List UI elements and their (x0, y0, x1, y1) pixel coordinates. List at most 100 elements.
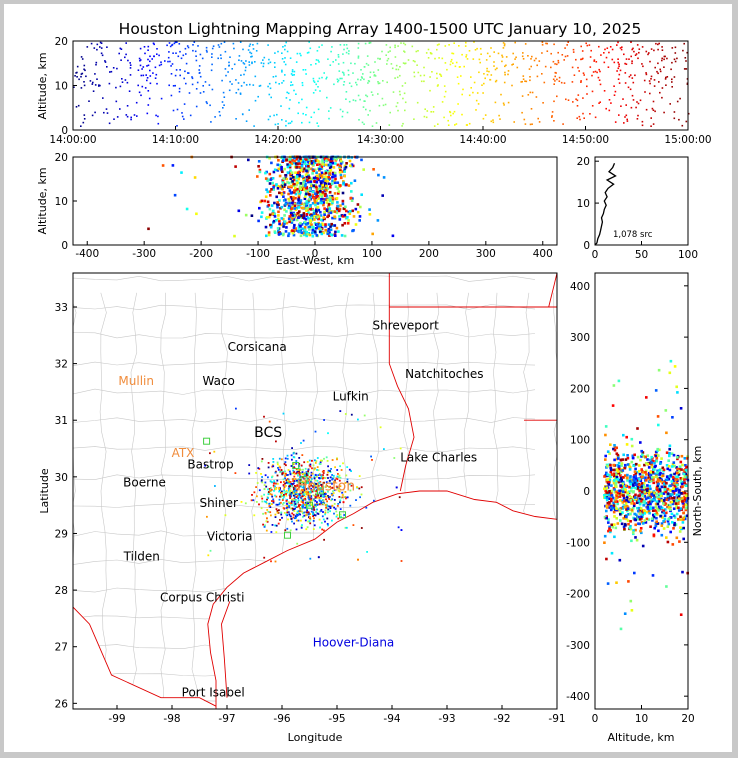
plan-view-source-point (336, 475, 339, 478)
ew-height-source-point (304, 173, 308, 176)
ns-height-source-point (652, 476, 655, 479)
ew-height-source-point (310, 177, 314, 181)
time-height-source-point (248, 64, 251, 66)
time-height-source-point (301, 98, 303, 101)
ew-height-source-point (336, 205, 340, 208)
ns-height-source-point (613, 490, 617, 494)
ew-height-source-point (325, 209, 329, 212)
ns-height-source-point (630, 508, 634, 512)
station-marker (339, 511, 346, 519)
plan-view-ytick-label: 27 (55, 642, 68, 654)
plan-view-source-point (252, 499, 255, 502)
time-height-source-point (167, 60, 169, 63)
ew-height-source-point (331, 201, 334, 205)
time-height-source-point (363, 66, 366, 68)
time-height-source-point (649, 60, 651, 63)
plan-view-source-point (339, 465, 341, 468)
ew-height-source-point (336, 207, 339, 210)
plan-view-source-point (395, 486, 398, 489)
time-height-source-point (205, 46, 208, 49)
time-height-source-point (315, 59, 318, 61)
time-height-source-point (666, 76, 669, 78)
plan-view-source-point (304, 503, 306, 506)
plan-view-source-point (329, 495, 331, 498)
ns-height-source-point (672, 482, 676, 485)
ns-height-source-point (680, 492, 683, 495)
time-height-source-point (630, 55, 632, 58)
plan-view-source-point (309, 557, 312, 560)
ns-height-source-point (665, 585, 668, 588)
ew-height-source-point (339, 173, 343, 177)
ew-height-source-point (283, 222, 286, 226)
time-height-source-point (281, 58, 284, 60)
plan-view-source-point (360, 486, 363, 489)
time-height-source-point (484, 114, 487, 116)
ew-height-source-point (195, 212, 198, 216)
ns-height-source-point (607, 493, 611, 497)
plan-view-source-point (260, 495, 263, 498)
plan-view-source-point (346, 466, 349, 468)
ew-height-source-point (347, 210, 351, 214)
ns-height-source-point (677, 517, 680, 521)
ew-height-source-point (273, 231, 277, 234)
time-height-source-point (501, 60, 503, 63)
plan-view-source-point (329, 482, 332, 484)
ew-height-source-point (321, 161, 324, 164)
time-height-source-point (639, 99, 642, 102)
ns-height-source-point (625, 517, 628, 521)
ns-height-source-point (661, 466, 665, 470)
plan-view-source-point (298, 457, 301, 459)
time-height-source-point (541, 52, 543, 54)
plan-view-source-point (293, 490, 295, 493)
ns-height-source-point (623, 612, 627, 615)
time-height-source-point (355, 81, 357, 84)
time-height-source-point (259, 84, 262, 87)
ew-height-source-point (302, 203, 306, 206)
plan-view-source-point (360, 493, 363, 496)
time-height-source-point (596, 71, 598, 74)
plan-view-source-point (207, 465, 210, 468)
time-height-source-point (99, 84, 101, 87)
plan-view-source-point (308, 496, 311, 499)
plan-view-source-point (320, 497, 322, 499)
ew-height-source-point (180, 171, 183, 174)
plan-view-source-point (244, 502, 247, 505)
plan-view-source-point (307, 496, 310, 499)
ns-height-source-point (607, 480, 611, 484)
ns-height-source-point (645, 479, 648, 482)
mississippi-river (548, 273, 557, 308)
plan-view-source-point (276, 479, 279, 482)
time-height-source-point (314, 89, 317, 91)
time-height-source-point (655, 42, 657, 45)
time-height-source-point (620, 105, 622, 107)
time-height-source-point (454, 124, 456, 126)
ns-height-source-point (622, 496, 626, 500)
plan-view-source-point (280, 511, 283, 514)
ns-height-source-point (663, 488, 667, 491)
plan-view-source-point (318, 503, 321, 506)
plan-view-source-point (291, 447, 293, 449)
plan-view-source-point (338, 490, 341, 493)
time-height-source-point (504, 71, 506, 74)
plan-view-source-point (290, 485, 293, 487)
plan-view-source-point (317, 556, 320, 559)
ew-height-source-point (335, 226, 339, 230)
ew-height-source-point (360, 158, 363, 162)
time-height-source-point (218, 46, 221, 48)
ns-height-source-point (622, 525, 626, 529)
ew-height-source-point (287, 197, 290, 201)
ew-height-source-point (328, 198, 332, 202)
ew-height-source-point (294, 196, 297, 200)
time-height-source-point (567, 99, 570, 101)
time-height-source-point (614, 90, 617, 93)
plan-view-source-point (321, 459, 323, 462)
ns-height-source-point (612, 481, 616, 485)
ew-height-source-point (311, 231, 314, 235)
ns-height-source-point (672, 492, 676, 495)
ns-height-source-point (609, 508, 613, 512)
plan-view-source-point (290, 454, 293, 457)
time-height-source-point (436, 72, 438, 75)
time-height-source-point (323, 72, 325, 74)
time-height-source-point (171, 44, 173, 47)
time-height-source-point (657, 72, 659, 75)
